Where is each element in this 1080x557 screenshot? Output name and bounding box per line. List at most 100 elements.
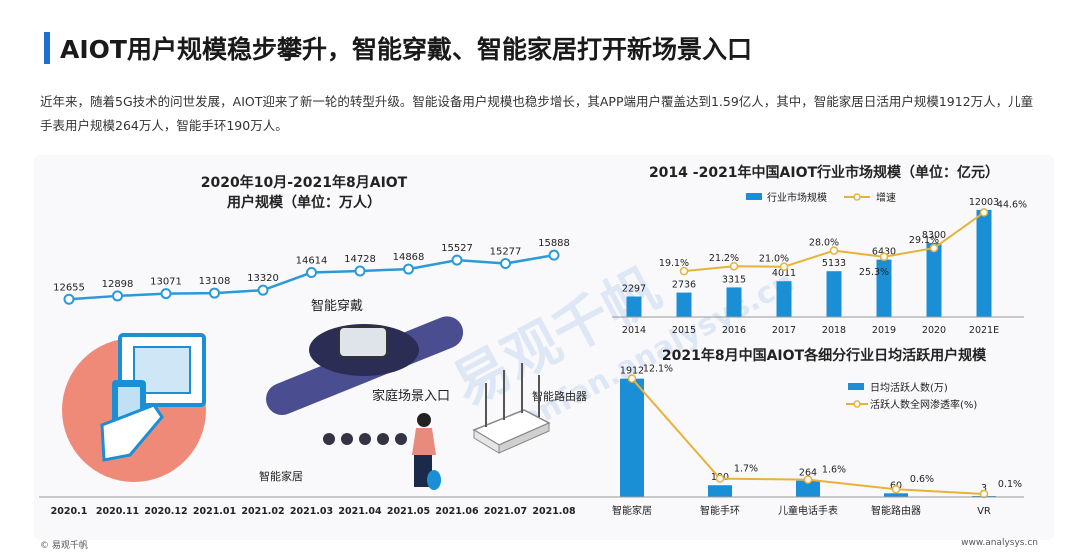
chart1-x-tick: 2021.08 <box>532 506 576 517</box>
chart1-point <box>63 293 75 305</box>
router-icon <box>472 363 551 454</box>
chart1-x-tick: 2021.04 <box>338 506 382 517</box>
user-scale-chart: 2020年10月-2021年8月AIOT 用户规模（单位：万人） 12655 20… <box>39 174 589 517</box>
chart3-penetration-point <box>715 474 725 483</box>
chart2-legend-bar-label: 行业市场规模 <box>767 191 827 204</box>
chart3-penetration-label: 0.1% <box>998 479 1022 490</box>
chart2-bar <box>776 281 792 317</box>
chart2-growth-point <box>779 262 789 271</box>
chart1-data-label: 12898 <box>102 279 134 290</box>
chart1-point <box>403 263 414 275</box>
chart2-bar <box>726 287 742 317</box>
chart2-legend-bar-swatch <box>746 193 762 200</box>
chart1-x-tick: 2021.01 <box>193 506 236 517</box>
chart2-x-tick: 2014 <box>622 325 646 336</box>
chart2-x-tick: 2018 <box>822 325 846 336</box>
chart1-point <box>354 265 366 277</box>
chart1-point <box>451 254 463 266</box>
chart3-x-tick: VR <box>977 506 991 517</box>
chart3-bar-label: 3 <box>981 483 987 494</box>
infographic-panel: 易观千帆 qianfan.analysys.cn 2020年10月-2021年8… <box>34 155 1054 540</box>
chart2-bar-label: 6430 <box>872 247 896 258</box>
chart2-growth-label: 25.3% <box>859 267 889 278</box>
chart2-growth-label: 19.1% <box>659 258 689 269</box>
intro-paragraph: 近年来，随着5G技术的问世发展，AIOT迎来了新一轮的转型升级。智能设备用户规模… <box>40 94 1034 133</box>
chart2-growth-label: 28.0% <box>809 238 839 249</box>
chart2-bar-label: 12003 <box>969 197 999 208</box>
page-title: AIOT用户规模稳步攀升，智能穿戴、智能家居打开新场景入口 <box>60 35 752 64</box>
chart1-data-label: 14614 <box>296 256 328 267</box>
chart1-point <box>160 288 172 300</box>
chart1-point <box>209 287 220 299</box>
chart1-point <box>112 290 123 302</box>
chart2-title: 2014 -2021年中国AIOT行业市场规模（单位：亿元） <box>649 164 999 181</box>
market-size-chart: 2014 -2021年中国AIOT行业市场规模（单位：亿元） 行业市场规模 增速… <box>612 164 1027 336</box>
chart2-x-tick: 2017 <box>772 325 796 336</box>
hand-icon <box>100 403 164 462</box>
chart2-x-tick: 2015 <box>672 325 696 336</box>
wearable-label: 智能穿戴 <box>311 298 363 314</box>
chart1-point <box>306 267 317 279</box>
home-entry-label: 家庭场景入口 <box>372 388 450 404</box>
chart3-penetration-point <box>979 489 989 499</box>
chart1-title-line2: 用户规模（单位：万人） <box>227 194 381 211</box>
chart2-bar <box>626 296 642 317</box>
chart1-x-tick: 2021.06 <box>435 506 479 517</box>
title-accent-bar <box>44 32 50 64</box>
chart2-bar-label: 2736 <box>672 280 696 291</box>
chart2-bar <box>926 242 942 317</box>
chart3-penetration-label: 0.6% <box>910 474 934 485</box>
chart1-data-label: 13071 <box>150 277 182 288</box>
person-icon <box>412 413 441 490</box>
chart3-penetration-label: 1.6% <box>822 465 846 476</box>
smartwatch-icon <box>338 326 388 358</box>
chart2-bar <box>676 292 692 317</box>
chart1-point <box>257 284 269 296</box>
chart2-bar-label: 4011 <box>772 268 796 279</box>
chart3-x-tick: 智能手环 <box>700 504 740 517</box>
chart2-x-tick: 2019 <box>872 325 896 336</box>
chart1-x-tick: 2021.03 <box>290 506 333 517</box>
chart3-bar-label: 264 <box>799 468 817 479</box>
chart2-bar <box>826 271 842 317</box>
chart3-legend-line-label: 活跃人数全网渗透率(%) <box>870 398 977 411</box>
chart2-bar-label: 3315 <box>722 274 746 285</box>
chart3-bar <box>708 485 732 497</box>
chart1-x-tick: 2020.11 <box>96 506 139 517</box>
chart3-x-tick: 儿童电话手表 <box>778 504 838 517</box>
chart2-growth-label: 29.1% <box>909 235 939 246</box>
smart-home-device-icons <box>323 433 407 445</box>
chart2-growth-label: 44.6% <box>997 199 1027 210</box>
illustration: 智能穿戴 家庭场景入口 智能路由器 智能家居 <box>62 298 587 490</box>
chart2-growth-point <box>679 266 689 276</box>
chart2-bar-label: 5133 <box>822 258 846 269</box>
chart2-growth-point <box>729 261 739 271</box>
chart3-x-tick: 智能路由器 <box>871 504 921 517</box>
chart2-bar-label: 8300 <box>922 230 946 241</box>
chart2-growth-point <box>979 208 989 217</box>
chart2-growth-point <box>879 252 889 262</box>
footer-url: www.analysys.cn <box>961 538 1038 548</box>
chart3-x-tick: 智能家居 <box>612 504 652 517</box>
chart3-penetration-point <box>627 374 637 383</box>
chart1-data-label: 13320 <box>247 273 279 284</box>
chart2-x-tick: 2021E <box>969 325 999 336</box>
chart2-legend-line-label: 增速 <box>876 191 896 204</box>
chart1-data-label: 14728 <box>344 254 376 265</box>
chart1-title-line1: 2020年10月-2021年8月AIOT <box>201 174 408 191</box>
chart3-penetration-point <box>803 475 813 484</box>
chart2-x-tick: 2020 <box>922 325 946 336</box>
chart3-bar <box>884 493 908 497</box>
chart1-x-tick: 2021.05 <box>387 506 430 517</box>
chart3-penetration-point <box>891 484 901 494</box>
chart1-data-label: 15888 <box>538 238 570 249</box>
chart1-data-label: 13108 <box>199 276 231 287</box>
chart1-x-tick: 2020.1 <box>51 506 88 517</box>
smart-home-label: 智能家居 <box>259 469 303 483</box>
chart1-x-tick: 2020.12 <box>144 506 187 517</box>
daily-active-chart: 2021年8月中国AIOT各细分行业日均活跃用户规模 日均活跃人数(万) 活跃人… <box>589 347 1024 517</box>
chart3-bar <box>796 480 820 497</box>
chart3-bar-label: 1912 <box>620 366 644 377</box>
chart2-bar <box>876 259 892 317</box>
chart3-penetration-label: 1.7% <box>734 464 758 475</box>
